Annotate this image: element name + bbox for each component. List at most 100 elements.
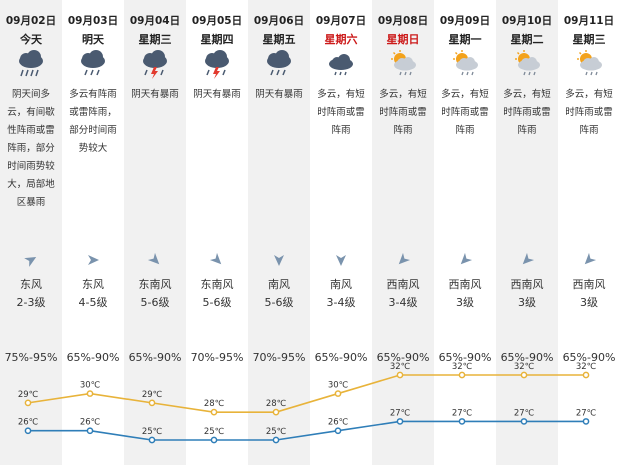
wind-direction: 西南风 [510, 278, 544, 291]
wind-level: 4-5级 [78, 296, 108, 309]
wind-direction: 东南风 [138, 278, 172, 291]
weather-description: 多云，有短时阵雨或雷阵雨 [503, 89, 551, 136]
low-temp-label: 27℃ [576, 408, 597, 418]
low-temp-point [210, 436, 218, 444]
wind-level: 2-3级 [16, 296, 46, 309]
day-column: 09月10日 星期二多云，有短时阵雨或雷阵雨西南风 3级 65%-90% [496, 0, 558, 465]
thunder-rain-icon [139, 50, 171, 80]
high-temp-label: 32℃ [576, 362, 597, 372]
low-temp-point [272, 436, 280, 444]
weather-description: 阴天有暴雨 [131, 89, 179, 100]
wind-level: 3级 [518, 296, 536, 309]
sun-rain-icon [511, 50, 543, 80]
thunder-rain-icon [201, 50, 233, 80]
humidity-range: 70%-95% [190, 351, 244, 364]
wind-level: 3-4级 [388, 296, 418, 309]
light-rain-icon [325, 50, 357, 80]
temperature-chart: 29℃ 30℃ 29℃ 28℃ 28℃ 30℃ 32℃ 32℃ 32℃ 32℃ 26℃ 26℃ 25℃ 2… [18, 362, 597, 444]
high-temp-point [272, 408, 280, 416]
forecast-date: 09月08日 [377, 15, 429, 27]
wind-direction-arrow-icon [458, 252, 473, 266]
wind-level: 3级 [580, 296, 598, 309]
weather-description: 多云，有短时阵雨或雷阵雨 [317, 89, 365, 136]
weather-description: 多云有阵雨或雷阵雨，部分时间雨势较大 [69, 89, 117, 154]
humidity-range: 65%-90% [376, 351, 430, 364]
forecast-day-name: 星期一 [448, 33, 482, 46]
low-temp-label: 26℃ [328, 418, 349, 428]
wind-direction: 西南风 [386, 278, 420, 291]
humidity-range: 65%-90% [438, 351, 492, 364]
wind-direction: 东风 [82, 278, 104, 291]
low-temp-label: 27℃ [390, 408, 411, 418]
day-column: 09月11日 星期三 多云，有短时阵雨或雷阵雨 西南风 3级 65%-90% [558, 0, 620, 465]
wind-direction-arrow-icon [520, 252, 535, 266]
low-temp-point [582, 418, 590, 425]
forecast-day-name: 星期六 [324, 33, 358, 46]
high-temp-label: 28℃ [204, 399, 225, 409]
forecast-date: 09月06日 [253, 15, 305, 27]
high-temp-point [148, 399, 156, 407]
wind-level: 3级 [456, 296, 474, 309]
day-column: 09月09日 星期一 多云，有短时阵雨或雷阵雨 西南风 3级 65%-90% [434, 0, 496, 465]
humidity-range: 65%-90% [562, 351, 616, 364]
humidity-range: 65%-90% [314, 351, 368, 364]
wind-level: 3-4级 [326, 296, 356, 309]
forecast-day-name: 星期五 [262, 33, 296, 46]
high-temp-point [396, 371, 404, 379]
weather-description: 多云，有短时阵雨或雷阵雨 [441, 89, 489, 136]
humidity-range: 70%-95% [252, 351, 306, 364]
rain-icon [263, 50, 295, 80]
wind-level: 5-6级 [140, 296, 170, 309]
high-temp-point [86, 390, 94, 397]
heavy-rain-icon [15, 50, 47, 80]
high-temp-label: 29℃ [18, 390, 39, 400]
high-temp-label: 32℃ [390, 362, 411, 372]
high-temp-label: 28℃ [266, 399, 287, 409]
wind-direction-arrow-icon [24, 252, 38, 267]
sun-rain-icon [573, 50, 605, 80]
wind-level: 5-6级 [202, 296, 232, 309]
wind-direction-arrow-icon [582, 252, 597, 266]
wind-direction: 南风 [330, 278, 352, 291]
high-temp-point [334, 390, 342, 397]
sun-rain-icon [387, 50, 419, 80]
forecast-day-name: 星期二 [510, 33, 544, 46]
high-temp-label: 30℃ [328, 381, 349, 391]
forecast-day-name: 明天 [82, 33, 104, 46]
day-column: 09月05日 星期四 阴天有暴雨 东南风 5-6级 70%-95% [186, 0, 248, 465]
forecast-date: 09月02日 [5, 15, 57, 27]
rain-icon [77, 50, 109, 80]
forecast-day-name: 星期三 [572, 33, 606, 46]
low-temp-point [86, 427, 94, 435]
forecast-day-name: 星期日 [386, 33, 420, 46]
forecast-date: 09月04日 [129, 15, 181, 27]
high-temp-point [210, 408, 218, 416]
high-temp-point [24, 399, 32, 407]
weather-description: 阴天有暴雨 [193, 89, 241, 100]
high-temp-label: 32℃ [452, 362, 473, 372]
humidity-range: 75%-95% [4, 351, 58, 364]
weather-description: 阴天有暴雨 [255, 89, 303, 100]
wind-direction: 西南风 [572, 278, 606, 291]
wind-level: 5-6级 [264, 296, 294, 309]
forecast-date: 09月10日 [501, 15, 553, 27]
wind-direction-arrow-icon [147, 252, 162, 266]
low-temp-label: 27℃ [452, 408, 473, 418]
low-temp-label: 25℃ [142, 427, 163, 437]
low-temp-label: 26℃ [80, 418, 101, 428]
low-temp-label: 25℃ [204, 427, 225, 437]
weather-description: 阴天间多云，有间歇性阵雨或雷阵雨，部分时间雨势较大，局部地区暴雨 [7, 89, 55, 208]
low-temp-label: 27℃ [514, 408, 535, 418]
wind-direction-arrow-icon [334, 252, 348, 266]
day-column: 09月03日 明天 多云有阵雨或雷阵雨，部分时间雨势较大 东风 4-5级 65%-90% [62, 0, 124, 465]
low-temp-label: 26℃ [18, 418, 39, 428]
high-temp-label: 32℃ [514, 362, 535, 372]
low-temp-point [334, 427, 342, 435]
low-temp-label: 25℃ [266, 427, 287, 437]
wind-direction: 东风 [20, 278, 42, 291]
low-temp-point [148, 436, 156, 444]
low-temp-point [24, 427, 32, 435]
humidity-range: 65%-90% [500, 351, 554, 364]
wind-direction-arrow-icon [272, 252, 286, 266]
low-temp-point [520, 418, 528, 425]
